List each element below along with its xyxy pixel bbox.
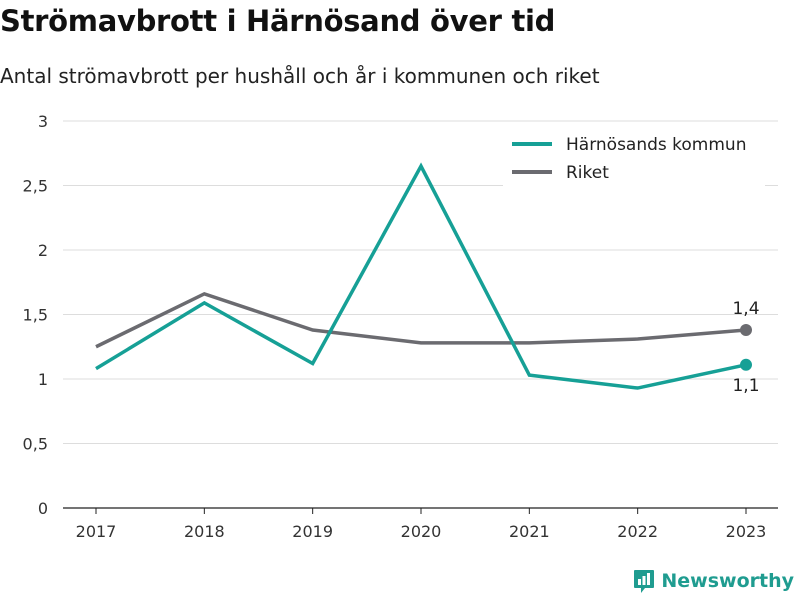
legend-background: [503, 130, 765, 187]
series-line: [95, 162, 747, 390]
series-end-point: [740, 323, 752, 336]
x-tick-label: 2020: [401, 522, 442, 541]
y-tick-label: 1,5: [23, 306, 48, 325]
x-tick-label: 2021: [509, 522, 550, 541]
chart-title: Strömavbrott i Härnösand över tid: [0, 4, 556, 38]
x-tick-label: 2018: [184, 522, 225, 541]
legend-label: Härnösands kommun: [566, 135, 746, 155]
brand-logo: Newsworthy: [633, 568, 794, 594]
series-end-point: [740, 358, 752, 371]
legend-label: Riket: [566, 163, 609, 183]
series-line: [95, 291, 747, 349]
newsworthy-logo-icon: [634, 570, 655, 593]
y-tick-label: 0: [38, 499, 48, 518]
y-tick-label: 3: [38, 112, 48, 131]
y-tick-label: 2,5: [23, 177, 48, 196]
x-tick-label: 2022: [617, 522, 658, 541]
y-tick-label: 2: [38, 241, 48, 260]
x-tick-label: 2019: [292, 522, 333, 541]
y-tick-label: 0,5: [23, 435, 48, 454]
x-tick-label: 2023: [726, 522, 767, 541]
brand-name: Newsworthy: [661, 570, 794, 592]
series-end-label: 1,4: [732, 299, 759, 319]
y-tick-label: 1: [38, 370, 48, 389]
x-tick-label: 2017: [76, 522, 117, 541]
chart-subtitle: Antal strömavbrott per hushåll och år i …: [0, 64, 600, 88]
series-end-label: 1,1: [732, 376, 759, 396]
